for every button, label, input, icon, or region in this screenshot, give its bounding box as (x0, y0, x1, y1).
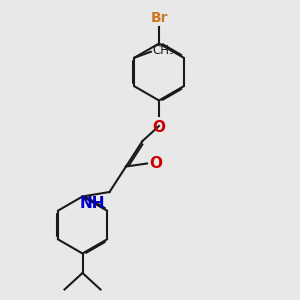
Text: Br: Br (150, 11, 168, 25)
Text: CH₃: CH₃ (152, 44, 174, 57)
Text: O: O (149, 156, 162, 171)
Text: O: O (152, 120, 166, 135)
Text: NH: NH (80, 196, 105, 211)
